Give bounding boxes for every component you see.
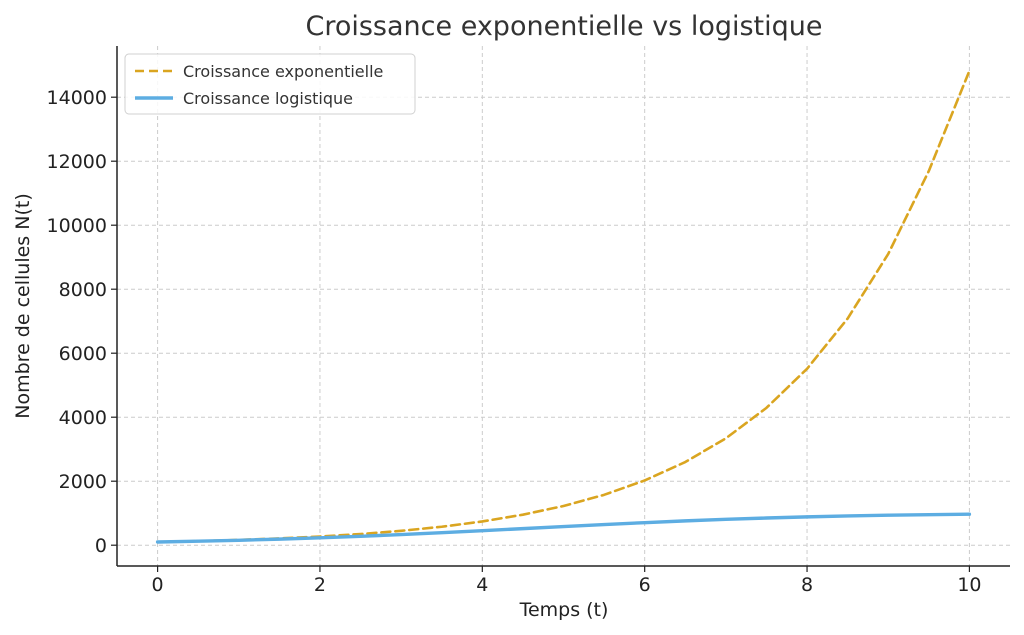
legend: Croissance exponentielle Croissance logis… (124, 53, 416, 115)
series-line-1 (155, 512, 972, 544)
x-tick-label: 0 (152, 574, 164, 596)
y-tick-label: 0 (95, 535, 107, 557)
y-axis-label: Nombre de cellules N(t) (12, 193, 34, 418)
series-layer (155, 69, 972, 544)
x-axis-label: Temps (t) (519, 599, 609, 621)
x-tick-label: 4 (476, 574, 488, 596)
x-tick-label: 6 (639, 574, 651, 596)
legend-box (124, 53, 416, 115)
legend-label-1: Croissance logistique (183, 89, 353, 108)
x-tick-label: 2 (314, 574, 326, 596)
axes (116, 46, 1010, 567)
y-tick-label: 10000 (47, 215, 107, 237)
y-tick-label: 14000 (47, 87, 107, 109)
y-tick-label: 4000 (59, 407, 107, 429)
y-tick-label: 12000 (47, 151, 107, 173)
y-tick-label: 8000 (59, 279, 107, 301)
grid (117, 46, 1010, 566)
series-line-0 (156, 69, 971, 544)
x-tick-label: 8 (801, 574, 813, 596)
x-tick-label: 10 (957, 574, 981, 596)
y-tick-label: 2000 (59, 471, 107, 493)
ticks: 0 2 4 6 8 10 0 2000 4000 6000 8000 10000 12000 14000 (47, 87, 982, 596)
y-tick-label: 6000 (59, 343, 107, 365)
chart-title: Croissance exponentielle vs logistique (305, 11, 822, 42)
legend-label-0: Croissance exponentielle (183, 62, 383, 81)
